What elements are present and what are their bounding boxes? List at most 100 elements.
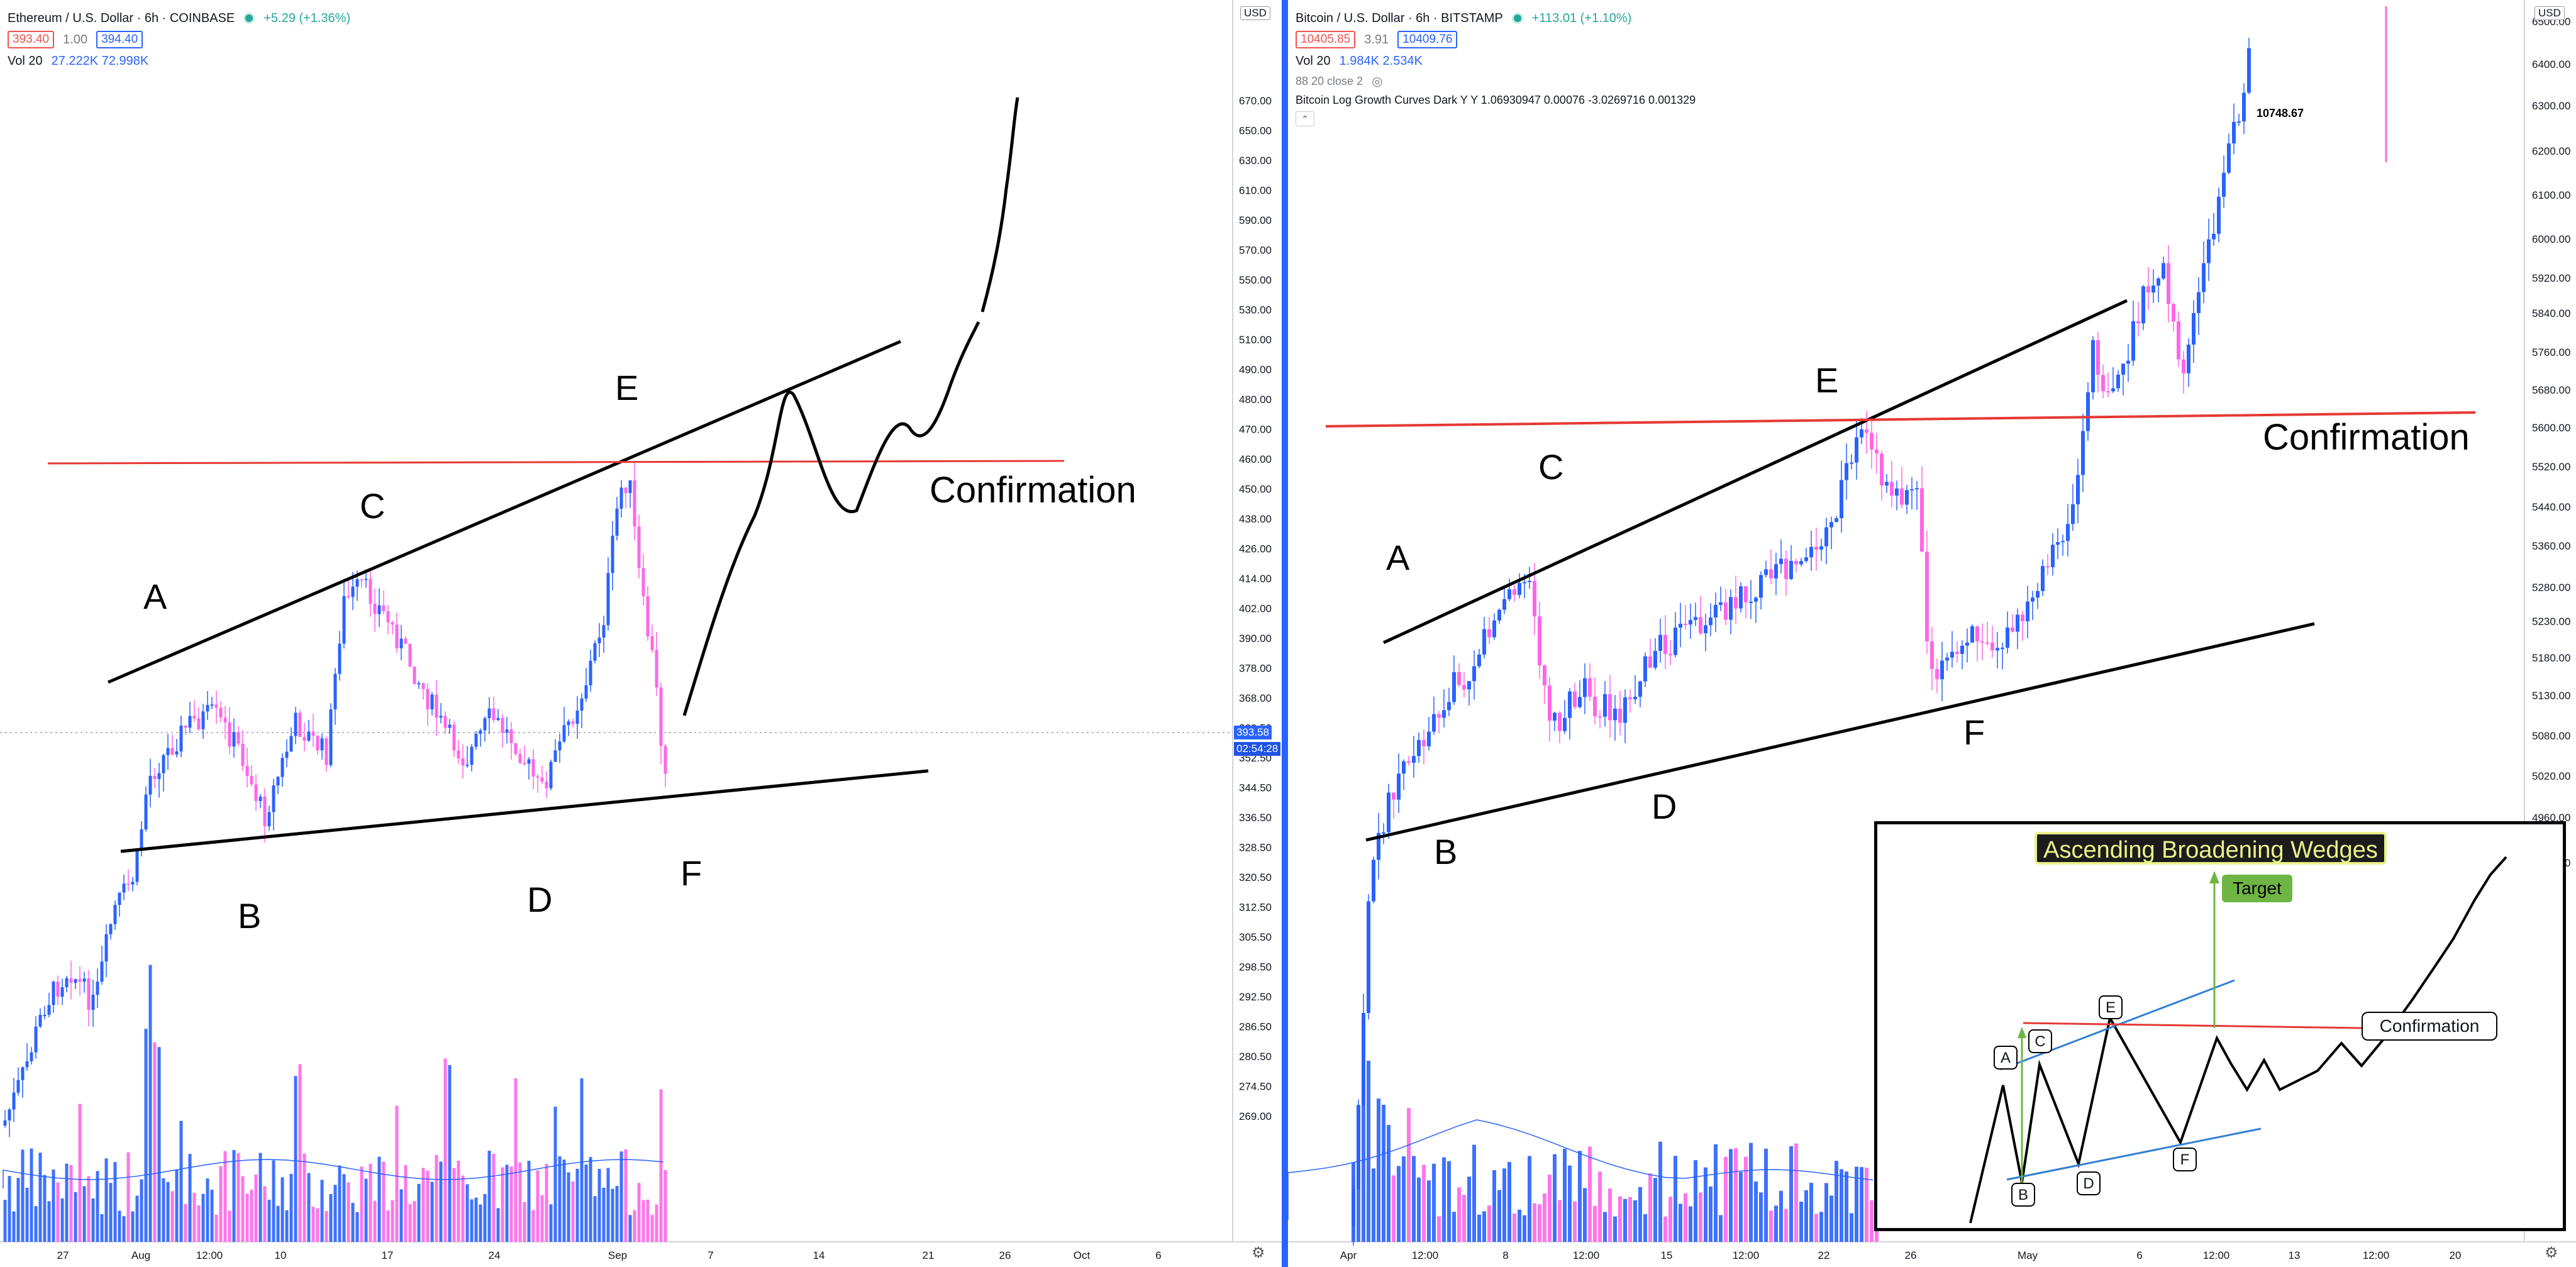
- eth-price-tick: 530.00: [1239, 304, 1272, 316]
- inset-confirmation-line: [2023, 1022, 2362, 1029]
- eth-volume-bar: [457, 1160, 460, 1242]
- eth-volume-bar: [214, 1214, 218, 1242]
- btc-candle: [1598, 716, 1602, 718]
- btc-symbol-title[interactable]: Bitcoin / U.S. Dollar · 6h · BITSTAMP: [1296, 11, 1503, 25]
- eth-volume-bar: [611, 1188, 614, 1242]
- btc-candle: [2136, 321, 2140, 324]
- btc-candle: [1870, 433, 1874, 450]
- eth-price-tick: 670.00: [1239, 95, 1272, 107]
- eth-candle: [448, 724, 452, 728]
- btc-confirmation-label: Confirmation: [2263, 417, 2470, 458]
- inset-node-f: F: [2173, 1148, 2197, 1171]
- eth-settings-gear-icon[interactable]: ⚙: [1252, 1244, 1265, 1261]
- eth-candle: [413, 667, 416, 684]
- btc-candle: [1865, 429, 1868, 433]
- eth-chart-canvas[interactable]: 670.00 650.00 630.00 610.00 590.00 570.00 550.…: [0, 0, 1283, 1267]
- btc-currency-button[interactable]: USD: [2534, 6, 2565, 20]
- btc-candle: [1482, 629, 1486, 655]
- btc-volume-bar: [1553, 1154, 1557, 1242]
- btc-candle: [1935, 668, 1939, 680]
- btc-volume-bar: [1432, 1163, 1436, 1242]
- btc-volume-bar: [1789, 1146, 1793, 1242]
- btc-candle: [1734, 597, 1738, 609]
- btc-candle: [1895, 488, 1899, 496]
- btc-candle: [1457, 672, 1461, 685]
- eth-time-tick: Sep: [608, 1249, 627, 1261]
- eth-candle: [624, 487, 628, 493]
- collapse-legend-chevron-icon[interactable]: ⌃: [1296, 111, 1314, 126]
- btc-wave-label-d: D: [1652, 787, 1677, 826]
- btc-candle: [1704, 625, 1707, 634]
- btc-time-tick: 20: [2450, 1249, 2462, 1261]
- btc-candle: [1588, 678, 1592, 697]
- eth-chart-panel[interactable]: 670.00 650.00 630.00 610.00 590.00 570.00 550.…: [0, 0, 1285, 1267]
- btc-candle: [1729, 597, 1733, 620]
- eye-hidden-icon[interactable]: ◎: [1372, 74, 1383, 89]
- eth-currency-button[interactable]: USD: [1240, 6, 1270, 20]
- eth-volume-bar: [223, 1151, 227, 1242]
- eth-price-tick: 650.00: [1239, 125, 1272, 137]
- eth-volume-bar: [540, 1195, 544, 1242]
- btc-volume-bar: [1759, 1192, 1763, 1242]
- btc-volume-bar: [1372, 1168, 1375, 1242]
- btc-candle: [2061, 541, 2065, 543]
- eth-candle: [611, 535, 614, 573]
- eth-candle: [646, 596, 650, 637]
- btc-ma-label: 88 20 close 2: [1296, 74, 1363, 87]
- eth-volume-bar: [192, 1193, 196, 1242]
- eth-candle: [606, 573, 610, 626]
- btc-ask[interactable]: 10409.76: [1397, 31, 1458, 48]
- btc-bid[interactable]: 10405.85: [1296, 31, 1356, 48]
- eth-candle: [553, 750, 557, 762]
- btc-price-tick: 5130.00: [2532, 690, 2570, 702]
- eth-price-tick: 312.50: [1239, 902, 1272, 914]
- eth-candle: [452, 724, 456, 751]
- eth-volume-bar: [470, 1199, 474, 1242]
- btc-settings-gear-icon[interactable]: ⚙: [2545, 1244, 2558, 1261]
- btc-indicator-label: Bitcoin Log Growth Curves Dark Y Y 1.069…: [1296, 93, 1696, 106]
- eth-volume-bar: [254, 1174, 258, 1242]
- eth-lower-trendline: [120, 769, 929, 853]
- btc-volume-bar: [1497, 1190, 1501, 1242]
- btc-volume-bar: [1623, 1198, 1627, 1242]
- eth-candle: [258, 796, 262, 801]
- btc-candle: [1663, 634, 1667, 654]
- btc-volume-bar: [1769, 1210, 1773, 1242]
- eth-candle: [329, 709, 333, 765]
- btc-candle: [1885, 482, 1889, 486]
- btc-volume-bar: [1568, 1165, 1572, 1242]
- eth-candle: [100, 961, 104, 982]
- btc-candle: [1860, 429, 1863, 438]
- eth-candle: [91, 995, 95, 1010]
- btc-candle: [1920, 488, 1924, 552]
- btc-candle: [2121, 363, 2125, 375]
- eth-price-tick: 269.00: [1239, 1110, 1272, 1122]
- btc-price-tick: 6200.00: [2532, 145, 2570, 157]
- btc-candle: [1568, 691, 1572, 718]
- eth-candle: [272, 785, 275, 812]
- eth-candle: [487, 708, 491, 719]
- btc-candle: [1689, 620, 1692, 625]
- eth-symbol-title[interactable]: Ethereum / U.S. Dollar · 6h · COINBASE: [8, 11, 235, 25]
- eth-ask[interactable]: 394.40: [96, 31, 143, 48]
- eth-candle: [549, 761, 553, 788]
- btc-candle: [1679, 624, 1682, 628]
- btc-candle: [1824, 527, 1828, 546]
- eth-volume-bar: [241, 1176, 245, 1242]
- eth-volume-bar: [219, 1166, 223, 1242]
- eth-volume-bar: [122, 1216, 126, 1242]
- eth-volume-bar: [641, 1200, 645, 1242]
- eth-candle: [47, 1005, 51, 1015]
- btc-candle: [1744, 586, 1748, 602]
- eth-candle: [82, 978, 86, 982]
- eth-candle: [501, 717, 504, 733]
- eth-volume-bar: [245, 1193, 249, 1242]
- eth-bid[interactable]: 393.40: [8, 31, 55, 48]
- eth-volume-bar: [435, 1154, 438, 1242]
- eth-candle: [298, 712, 302, 737]
- btc-candle: [1633, 697, 1637, 700]
- btc-candle: [1905, 490, 1909, 505]
- btc-candle: [2011, 628, 2014, 632]
- btc-candle: [1362, 1012, 1365, 1105]
- btc-volume-bar: [1528, 1156, 1531, 1242]
